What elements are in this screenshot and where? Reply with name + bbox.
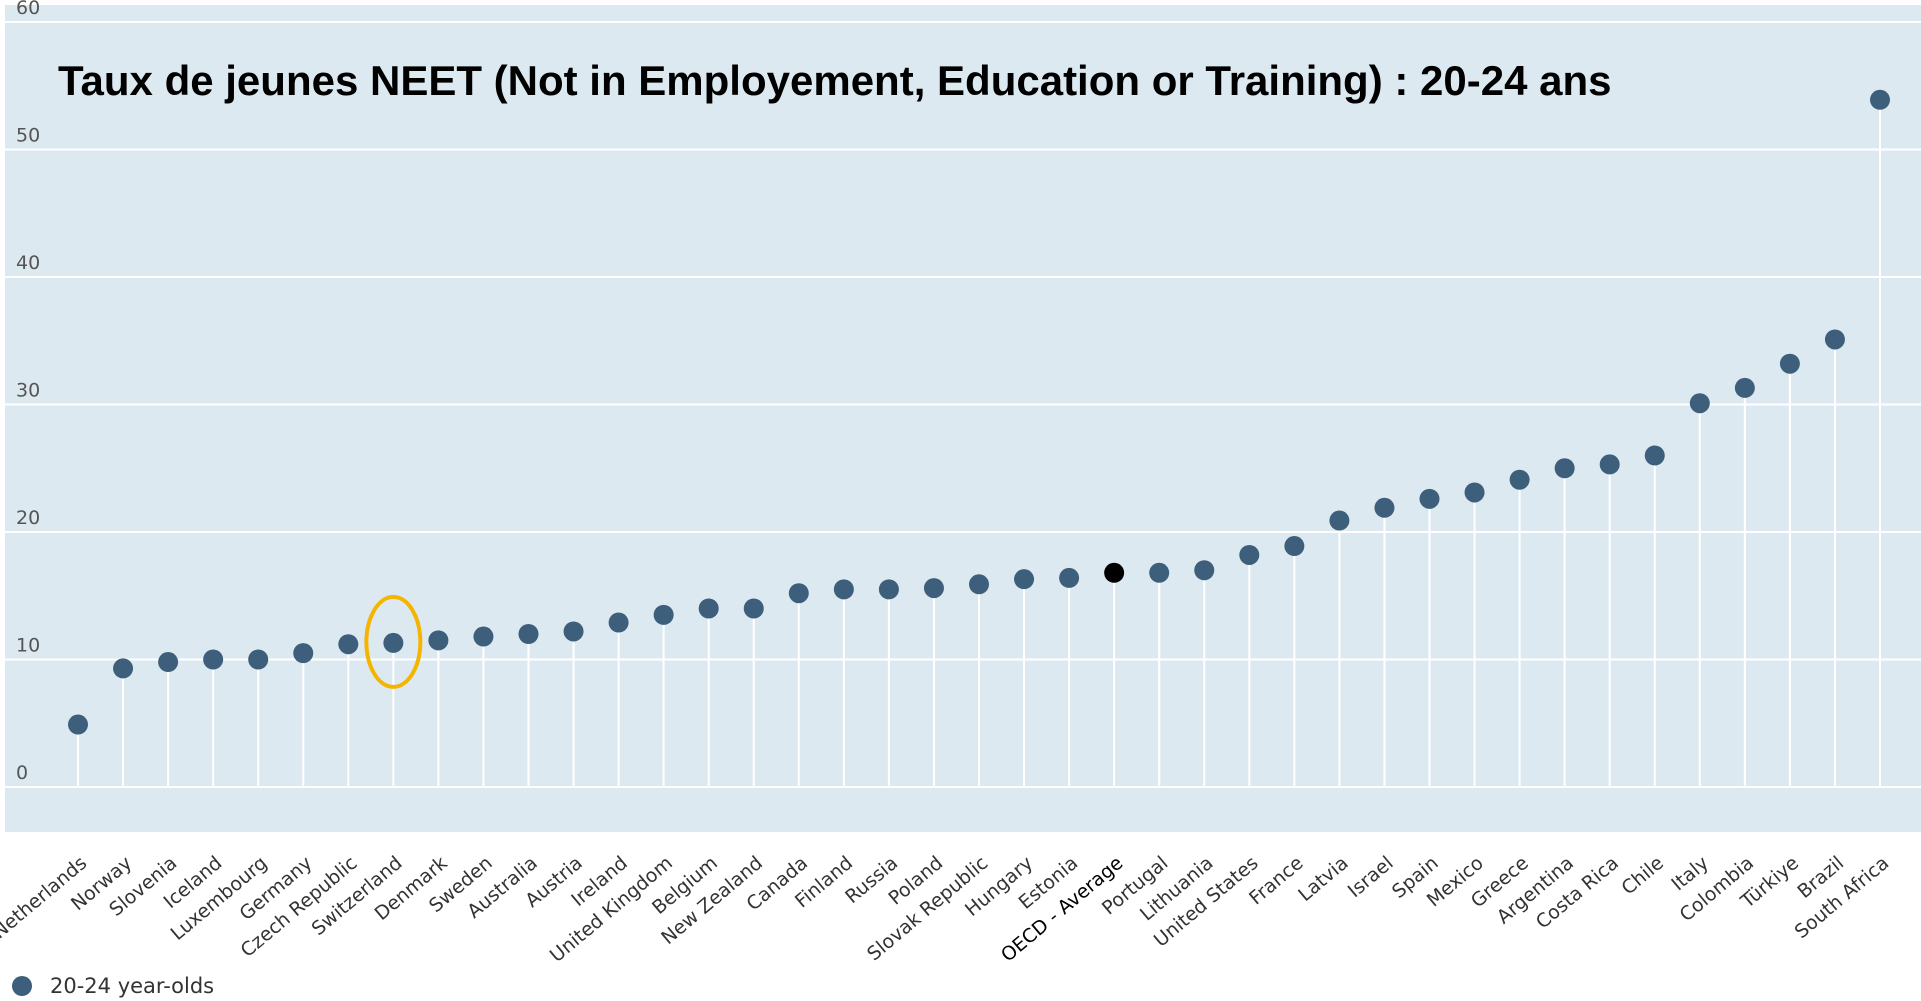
annotations bbox=[364, 594, 423, 689]
data-point bbox=[383, 632, 404, 653]
data-point bbox=[293, 643, 314, 664]
gridlines bbox=[5, 21, 1921, 788]
data-point bbox=[1239, 544, 1260, 565]
data-point bbox=[1419, 488, 1440, 509]
data-point bbox=[518, 624, 539, 644]
data-point bbox=[1734, 377, 1755, 398]
data-point bbox=[1284, 536, 1305, 557]
data-point bbox=[248, 649, 269, 670]
data-point bbox=[653, 604, 674, 625]
data-point-oecd-average bbox=[1104, 562, 1125, 583]
data-point bbox=[1509, 469, 1530, 490]
data-point bbox=[338, 634, 359, 655]
y-tick-label: 50 bbox=[16, 125, 40, 147]
data-point bbox=[68, 714, 88, 735]
data-point bbox=[203, 649, 224, 670]
data-point bbox=[698, 598, 719, 619]
data-point bbox=[1374, 497, 1395, 518]
data-points bbox=[68, 89, 1890, 735]
data-point bbox=[1059, 567, 1080, 588]
data-point bbox=[563, 621, 584, 642]
highlight-circle bbox=[364, 594, 423, 689]
plot-background bbox=[5, 5, 1921, 832]
data-point bbox=[1689, 393, 1710, 414]
chart-title: Taux de jeunes NEET (Not in Employement,… bbox=[58, 57, 1612, 104]
data-point bbox=[1824, 329, 1845, 350]
lollipop-stems bbox=[77, 99, 1881, 787]
data-point bbox=[1644, 445, 1665, 466]
data-point bbox=[923, 578, 944, 599]
y-tick-label: 10 bbox=[16, 635, 40, 657]
data-point bbox=[1779, 353, 1800, 374]
data-point bbox=[158, 652, 179, 673]
legend: 20-24 year-olds bbox=[12, 974, 214, 998]
data-point bbox=[833, 579, 854, 600]
data-point bbox=[473, 626, 494, 647]
y-tick-label: 60 bbox=[16, 0, 40, 19]
data-point bbox=[428, 630, 449, 651]
data-point bbox=[1464, 482, 1485, 503]
y-tick-label: 0 bbox=[16, 762, 28, 784]
data-point bbox=[788, 583, 809, 604]
data-point bbox=[1599, 454, 1620, 475]
legend-label: 20-24 year-olds bbox=[50, 974, 214, 998]
data-point bbox=[1329, 510, 1350, 531]
data-point bbox=[1149, 562, 1170, 583]
data-point bbox=[969, 574, 989, 595]
data-point bbox=[608, 612, 629, 633]
data-point bbox=[1194, 560, 1215, 581]
data-point bbox=[113, 658, 134, 679]
y-tick-label: 40 bbox=[16, 252, 40, 274]
data-point bbox=[1554, 458, 1575, 479]
y-axis-ticks: 0 10 20 30 40 50 60 bbox=[16, 0, 40, 784]
y-tick-label: 20 bbox=[16, 507, 40, 529]
data-point bbox=[1014, 569, 1035, 590]
y-tick-label: 30 bbox=[16, 380, 40, 402]
data-point bbox=[1870, 89, 1890, 110]
data-point bbox=[878, 579, 899, 600]
data-point bbox=[743, 598, 764, 619]
legend-marker bbox=[12, 976, 32, 996]
